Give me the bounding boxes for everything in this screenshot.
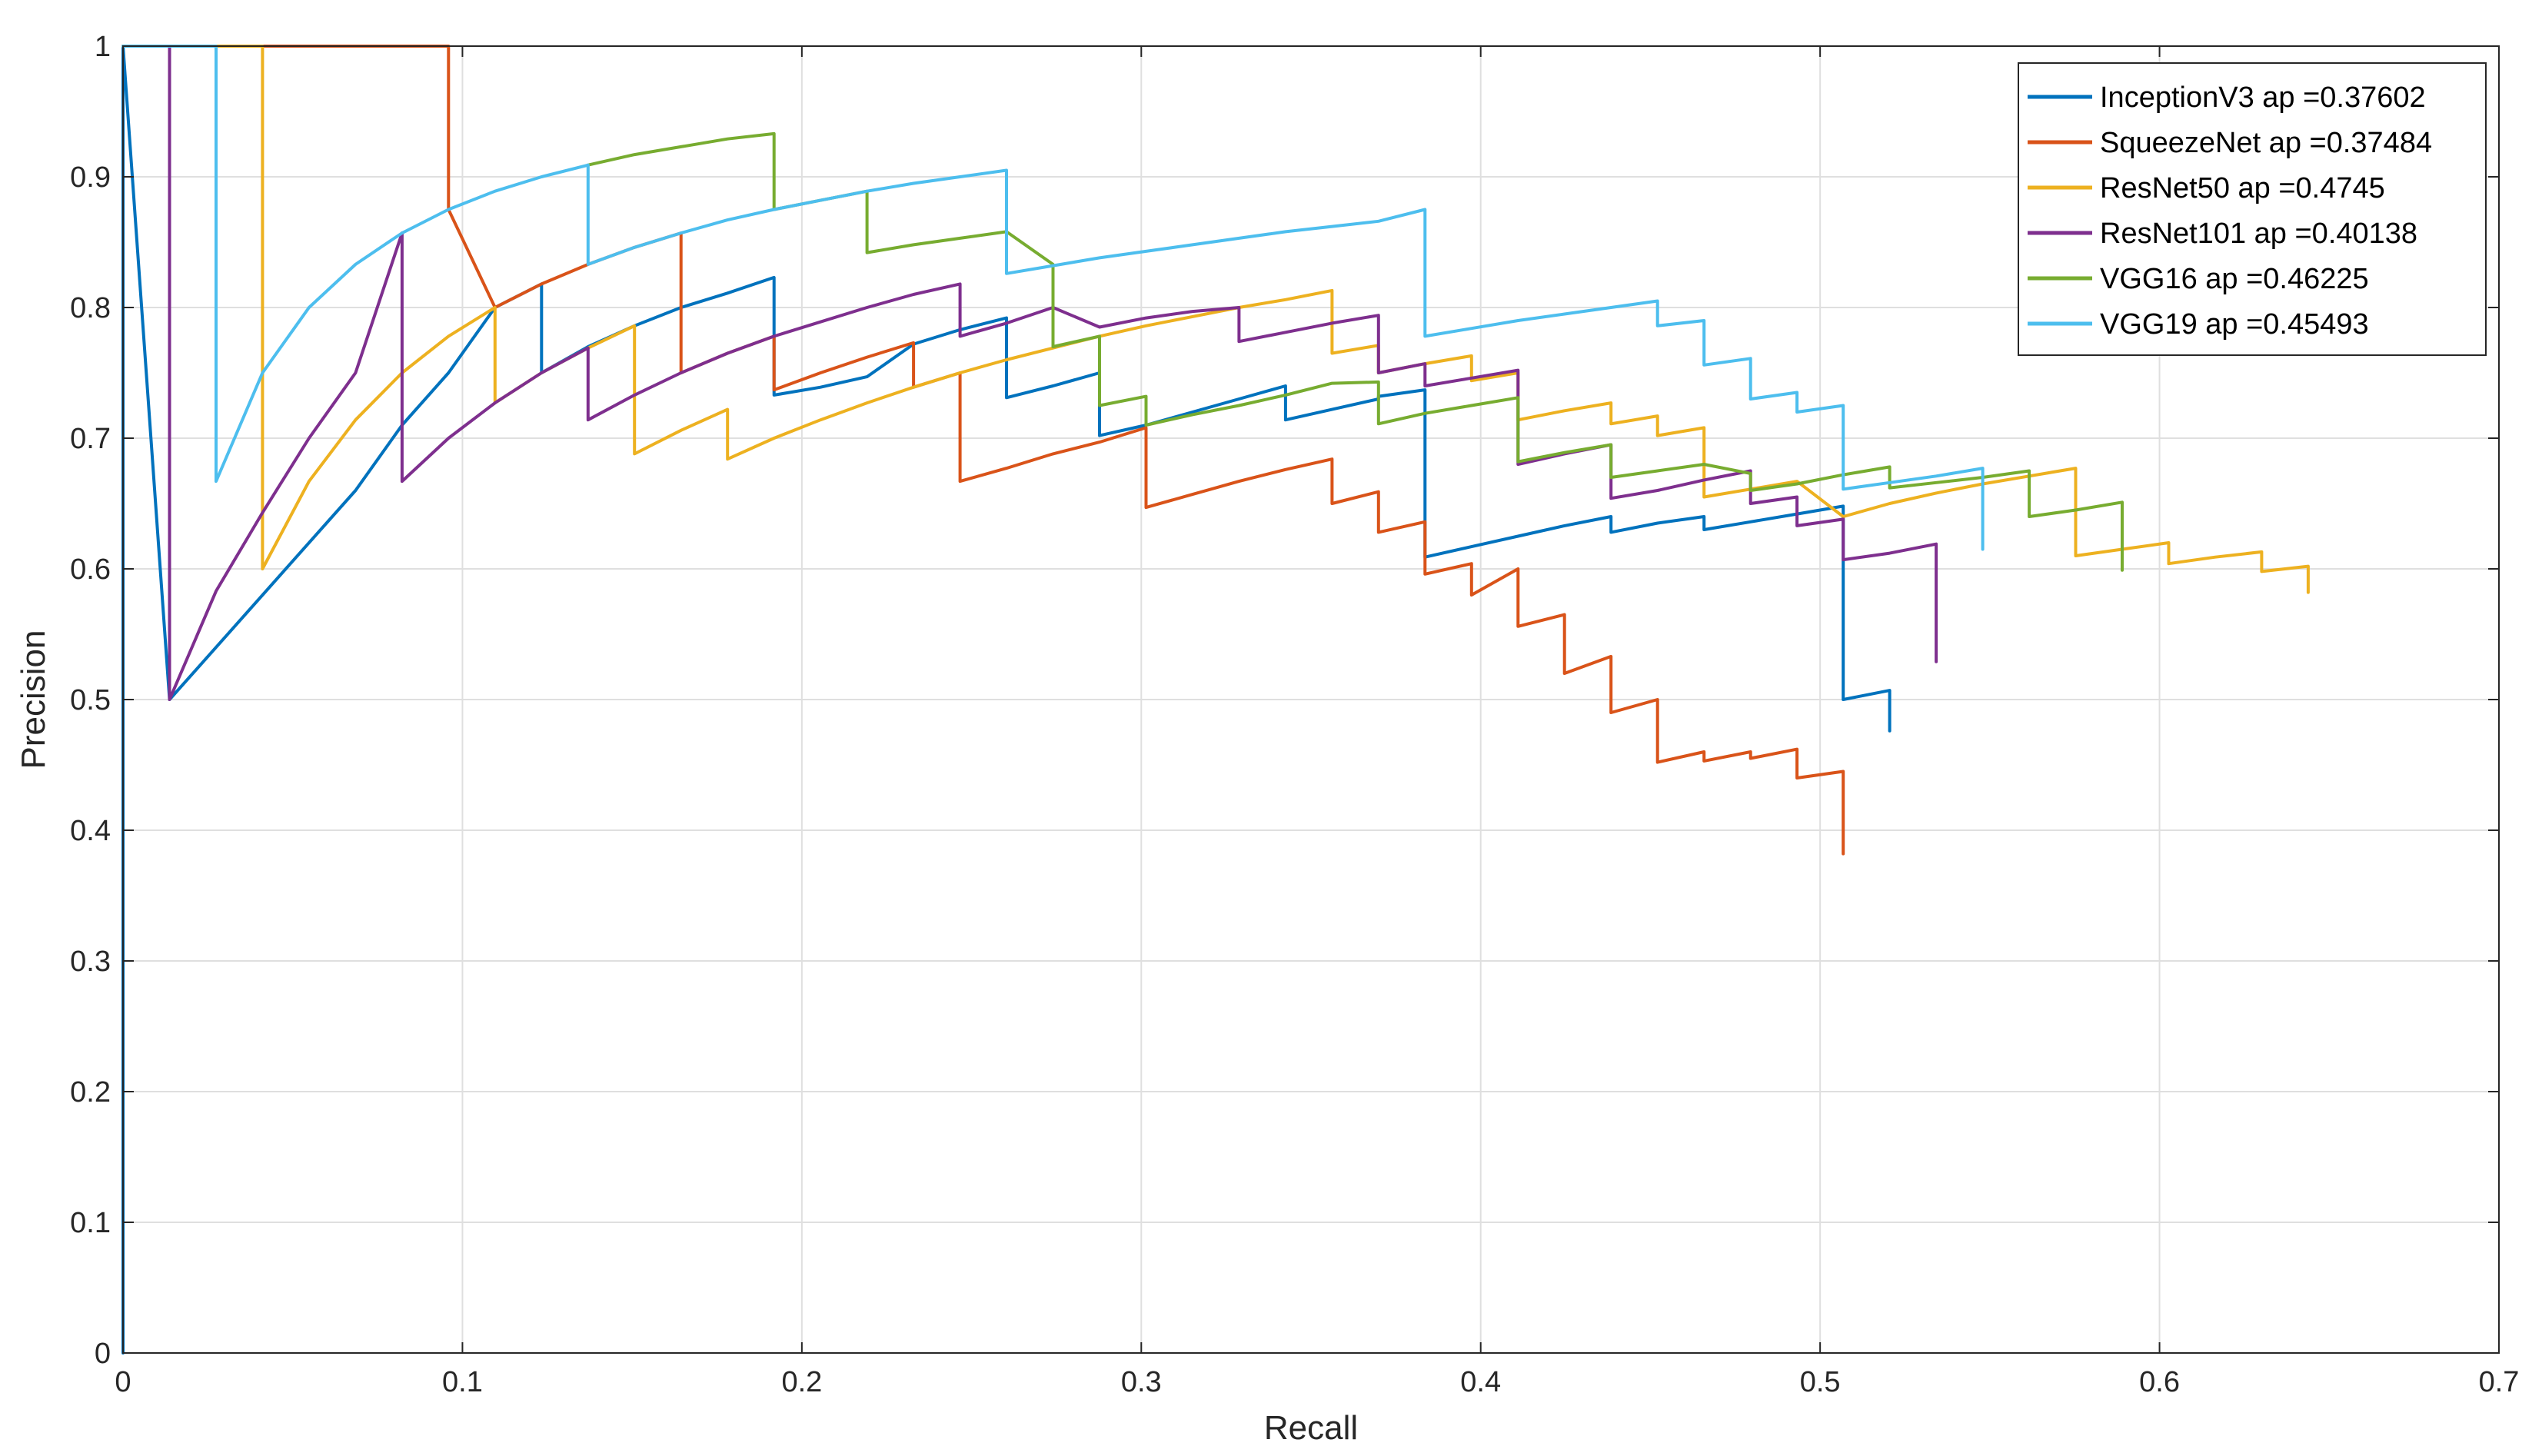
y-tick-label: 0 — [95, 1338, 111, 1370]
grid-lines — [123, 46, 2499, 1353]
x-tick-label: 0.3 — [1121, 1366, 1162, 1398]
y-tick-labels: 0 0.1 0.2 0.3 0.4 0.5 0.6 0.7 0.8 0.9 1 — [70, 31, 111, 1370]
x-tick-label: 0.5 — [1800, 1366, 1841, 1398]
legend: InceptionV3 ap =0.37602 SqueezeNet ap =0.… — [2018, 62, 2487, 356]
y-tick-label: 0.7 — [70, 423, 111, 455]
legend-entry-label: VGG16 ap =0.46225 — [2100, 263, 2369, 295]
x-tick-label: 0.6 — [2139, 1366, 2180, 1398]
y-tick-label: 0.9 — [70, 161, 111, 194]
x-tick-label: 0.7 — [2479, 1366, 2520, 1398]
legend-entry-label: ResNet101 ap =0.40138 — [2100, 218, 2417, 250]
series-line-6 — [121, 45, 1985, 551]
series-group — [121, 45, 2310, 1355]
y-tick-label: 0.4 — [70, 815, 111, 847]
y-tick-label: 0.2 — [70, 1076, 111, 1109]
x-axis-title: Recall — [1264, 1409, 1358, 1447]
y-tick-label: 0.8 — [70, 292, 111, 324]
series-line-4 — [168, 45, 1938, 701]
x-tick-label: 0.4 — [1460, 1366, 1501, 1398]
legend-entry-label: SqueezeNet ap =0.37484 — [2100, 127, 2432, 159]
series-line-5 — [586, 131, 2124, 572]
x-tick-label: 0.2 — [781, 1366, 822, 1398]
x-tick-label: 0 — [115, 1366, 131, 1398]
y-tick-label: 1 — [95, 31, 111, 63]
x-tick-label: 0.1 — [442, 1366, 483, 1398]
y-tick-label: 0.1 — [70, 1207, 111, 1239]
legend-box — [2018, 62, 2487, 356]
series-line-1 — [121, 45, 1892, 1355]
y-axis-title: Precision — [15, 630, 52, 770]
y-tick-label: 0.6 — [70, 553, 111, 586]
axis-ticks — [122, 45, 2500, 1354]
y-tick-label: 0.3 — [70, 946, 111, 978]
legend-entry-label: VGG19 ap =0.45493 — [2100, 308, 2369, 341]
x-tick-labels: 0 0.1 0.2 0.3 0.4 0.5 0.6 0.7 — [115, 1366, 2519, 1398]
legend-entry-label: InceptionV3 ap =0.37602 — [2100, 81, 2426, 114]
legend-entry-label: ResNet50 ap =0.4745 — [2100, 172, 2385, 204]
y-tick-label: 0.5 — [70, 684, 111, 716]
